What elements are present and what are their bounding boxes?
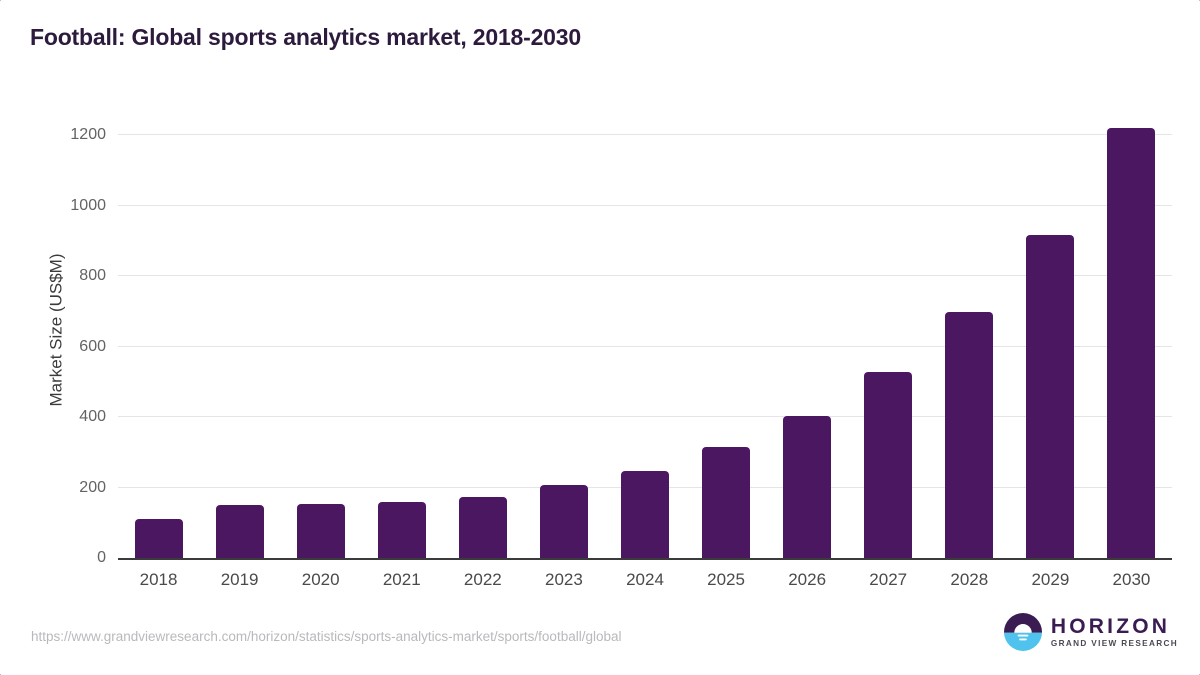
bar-group[interactable]: 2024 <box>621 100 669 589</box>
gridline <box>118 416 1172 418</box>
horizon-logo-mark-icon <box>1003 613 1042 651</box>
frame-corner-top-right <box>1182 0 1200 18</box>
x-axis-tick-label: 2026 <box>788 570 827 589</box>
bar[interactable] <box>702 446 751 558</box>
x-axis-tick-label: 2030 <box>1112 570 1151 589</box>
bar-group[interactable]: 2022 <box>458 100 507 589</box>
source-url[interactable]: https://www.grandviewresearch.com/horizo… <box>31 629 622 644</box>
frame-corner-top-left <box>0 0 18 18</box>
horizon-logo[interactable]: HORIZON GRAND VIEW RESEARCH <box>1003 613 1178 651</box>
logo-tagline: GRAND VIEW RESEARCH <box>1050 638 1178 648</box>
y-axis-tick-label: 400 <box>79 408 106 426</box>
gridline <box>118 345 1172 347</box>
frame-corner-bottom-right <box>1182 657 1200 675</box>
bar-group[interactable]: 2027 <box>864 100 913 589</box>
bar[interactable] <box>1026 235 1075 558</box>
x-axis-tick-label: 2023 <box>545 570 583 589</box>
bar-group[interactable]: 2028 <box>945 100 994 589</box>
x-axis-tick-label: 2024 <box>626 570 664 589</box>
x-axis-tick-label: 2021 <box>382 570 421 589</box>
logo-wordmark: HORIZON <box>1050 614 1171 638</box>
x-axis-tick-label: 2019 <box>220 570 259 589</box>
y-axis-tick-label: 0 <box>97 549 106 566</box>
bar[interactable] <box>134 518 183 558</box>
bar-group[interactable]: 2018 <box>134 100 183 589</box>
x-axis-line <box>118 558 1172 560</box>
bar[interactable] <box>458 496 507 558</box>
y-axis-tick-label: 1200 <box>70 126 106 144</box>
bar-group[interactable]: 2020 <box>296 100 345 589</box>
gridline <box>118 134 1172 136</box>
x-axis-tick-label: 2020 <box>301 570 340 589</box>
bar-group[interactable]: 2029 <box>1026 100 1075 589</box>
x-axis-tick-label: 2022 <box>463 570 502 589</box>
bar[interactable] <box>296 504 345 558</box>
bar[interactable] <box>1107 127 1156 558</box>
x-axis-tick-label: 2018 <box>139 570 178 589</box>
y-axis-title: Market Size (US$M) <box>46 100 68 560</box>
y-axis-tick-label: 200 <box>79 478 106 496</box>
bar[interactable] <box>539 485 588 558</box>
bar[interactable] <box>864 371 913 558</box>
bar-group[interactable]: 2019 <box>215 100 264 589</box>
bar-group[interactable]: 2025 <box>702 100 751 589</box>
bar-group[interactable]: 2026 <box>783 100 832 589</box>
bar[interactable] <box>377 502 426 558</box>
bars: 2018 2019 2020 2021 2022 2023 2024 2025 2026 2027… <box>118 100 1172 589</box>
plot-area: 0 200 400 600 800 1000 1200 2018 2019 2020 2021 20… <box>70 100 1172 589</box>
x-axis-tick-label: 2025 <box>707 570 745 589</box>
gridline <box>118 204 1172 206</box>
x-axis-tick-label: 2029 <box>1031 570 1070 589</box>
bar[interactable] <box>945 312 994 558</box>
y-axis-tick-label: 1000 <box>70 196 106 214</box>
bar-group[interactable]: 2023 <box>539 100 588 589</box>
bar[interactable] <box>783 416 832 558</box>
x-axis-tick-label: 2027 <box>869 570 908 589</box>
gridline <box>118 275 1172 277</box>
y-axis-tick-label: 600 <box>79 337 106 355</box>
bar-group[interactable]: 2021 <box>377 100 426 589</box>
y-axis-tick-label: 800 <box>79 267 106 285</box>
bar[interactable] <box>215 505 264 558</box>
bar-group[interactable]: 2030 <box>1107 100 1156 589</box>
bar[interactable] <box>621 470 669 558</box>
horizon-logo-text: HORIZON GRAND VIEW RESEARCH <box>1051 616 1178 648</box>
chart-title: Football: Global sports analytics market… <box>30 24 581 50</box>
y-axis-title-label: Market Size (US$M) <box>47 253 66 407</box>
x-axis-tick-label: 2028 <box>950 570 989 589</box>
frame-corner-bottom-left <box>0 657 18 675</box>
